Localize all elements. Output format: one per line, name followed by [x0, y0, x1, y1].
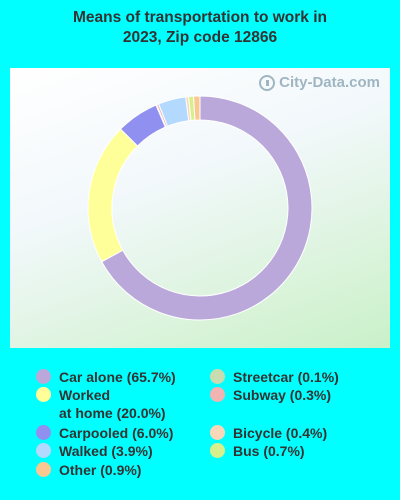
legend-swatch	[210, 387, 225, 402]
legend-label: Other (0.9%)	[59, 462, 142, 478]
legend-item: Bicycle (0.4%)	[210, 424, 327, 442]
city-data-logo-icon	[259, 74, 276, 91]
legend-swatch	[210, 425, 225, 440]
legend-label: Carpooled (6.0%)	[59, 425, 174, 441]
legend-label: Subway (0.3%)	[233, 387, 332, 403]
legend-swatch	[36, 425, 51, 440]
donut-chart	[87, 95, 313, 321]
legend-swatch	[210, 443, 225, 458]
donut-slice	[193, 95, 201, 121]
legend-item: Carpooled (6.0%)	[36, 424, 173, 442]
legend-swatch	[36, 462, 51, 477]
legend-item: Bus (0.7%)	[210, 442, 305, 460]
watermark-text: City-Data.com	[279, 74, 380, 91]
legend-swatch	[36, 387, 51, 402]
legend-item: Other (0.9%)	[36, 461, 141, 479]
legend-item: Walked (3.9%)	[36, 442, 153, 460]
legend-item: Streetcar (0.1%)	[210, 368, 339, 386]
legend-label: Bicycle (0.4%)	[233, 425, 328, 441]
chart-legend: Car alone (65.7%) Worked at home (20.0%)…	[0, 366, 400, 500]
chart-panel: City-Data.com	[10, 68, 390, 348]
watermark: City-Data.com	[259, 74, 380, 91]
legend-label: Worked at home (20.0%)	[59, 387, 166, 421]
legend-swatch	[36, 443, 51, 458]
legend-label: Car alone (65.7%)	[59, 369, 176, 385]
legend-label: Walked (3.9%)	[59, 443, 153, 459]
legend-item: Subway (0.3%)	[210, 386, 331, 404]
legend-label: Bus (0.7%)	[233, 443, 305, 459]
legend-item: Worked at home (20.0%)	[36, 386, 166, 422]
chart-title: Means of transportation to work in 2023,…	[72, 9, 328, 46]
legend-item: Car alone (65.7%)	[36, 368, 176, 386]
donut-slice	[87, 128, 139, 263]
donut-slice	[101, 95, 313, 321]
legend-swatch	[36, 369, 51, 384]
legend-label: Streetcar (0.1%)	[233, 369, 339, 385]
legend-swatch	[210, 369, 225, 384]
